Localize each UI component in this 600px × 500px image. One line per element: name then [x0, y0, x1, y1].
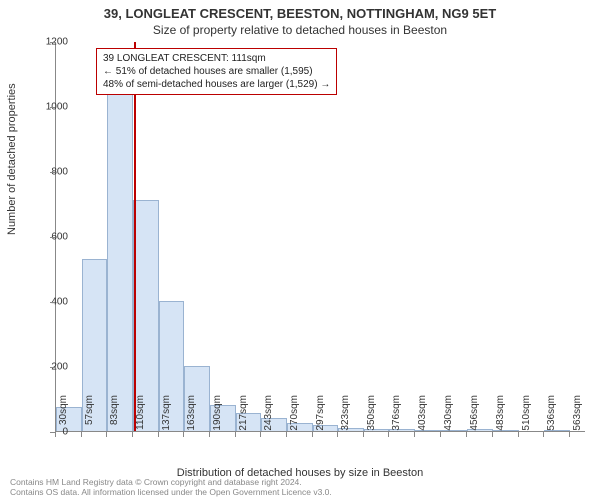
- y-tick-label: 1200: [28, 37, 68, 48]
- x-tick-label: 270sqm: [289, 395, 300, 435]
- x-tick-label: 376sqm: [391, 395, 402, 435]
- y-tick-mark: [50, 367, 55, 368]
- y-tick-mark: [50, 42, 55, 43]
- footer-line-2: Contains OS data. All information licens…: [10, 488, 332, 498]
- x-tick-label: 403sqm: [417, 395, 428, 435]
- y-tick-mark: [50, 237, 55, 238]
- x-tick-label: 30sqm: [58, 395, 69, 435]
- x-tick-mark: [466, 432, 467, 437]
- x-tick-label: 297sqm: [315, 395, 326, 435]
- y-tick-label: 800: [28, 167, 68, 178]
- x-tick-mark: [312, 432, 313, 437]
- x-tick-mark: [518, 432, 519, 437]
- annotation-line: 39 LONGLEAT CRESCENT: 111sqm: [103, 52, 330, 65]
- y-tick-mark: [50, 172, 55, 173]
- x-tick-mark: [337, 432, 338, 437]
- x-tick-mark: [235, 432, 236, 437]
- x-tick-mark: [209, 432, 210, 437]
- x-tick-label: 163sqm: [186, 395, 197, 435]
- title-main: 39, LONGLEAT CRESCENT, BEESTON, NOTTINGH…: [0, 0, 600, 21]
- x-tick-label: 217sqm: [238, 395, 249, 435]
- y-tick-label: 200: [28, 362, 68, 373]
- x-tick-label: 243sqm: [263, 395, 274, 435]
- x-tick-label: 536sqm: [546, 395, 557, 435]
- x-tick-label: 456sqm: [469, 395, 480, 435]
- x-tick-mark: [414, 432, 415, 437]
- x-tick-mark: [388, 432, 389, 437]
- x-tick-label: 483sqm: [495, 395, 506, 435]
- x-tick-label: 563sqm: [572, 395, 583, 435]
- x-tick-label: 137sqm: [161, 395, 172, 435]
- x-tick-mark: [286, 432, 287, 437]
- x-tick-mark: [55, 432, 56, 437]
- x-tick-mark: [132, 432, 133, 437]
- chart-area: 39 LONGLEAT CRESCENT: 111sqm← 51% of det…: [55, 42, 585, 432]
- x-tick-mark: [492, 432, 493, 437]
- y-tick-label: 400: [28, 297, 68, 308]
- annotation-line: ← 51% of detached houses are smaller (1,…: [103, 65, 330, 78]
- x-tick-mark: [158, 432, 159, 437]
- x-tick-label: 83sqm: [109, 395, 120, 435]
- x-tick-label: 350sqm: [366, 395, 377, 435]
- y-tick-mark: [50, 302, 55, 303]
- x-tick-mark: [183, 432, 184, 437]
- x-tick-mark: [81, 432, 82, 437]
- y-tick-label: 1000: [28, 102, 68, 113]
- x-tick-mark: [260, 432, 261, 437]
- plot-area: 39 LONGLEAT CRESCENT: 111sqm← 51% of det…: [55, 42, 585, 432]
- title-sub: Size of property relative to detached ho…: [0, 21, 600, 41]
- x-tick-mark: [543, 432, 544, 437]
- x-tick-mark: [440, 432, 441, 437]
- annotation-line: 48% of semi-detached houses are larger (…: [103, 78, 330, 91]
- histogram-bar: [107, 87, 133, 432]
- annotation-box: 39 LONGLEAT CRESCENT: 111sqm← 51% of det…: [96, 48, 337, 95]
- footer-attribution: Contains HM Land Registry data © Crown c…: [10, 478, 332, 498]
- y-axis-label: Number of detached properties: [6, 83, 18, 235]
- x-tick-label: 323sqm: [340, 395, 351, 435]
- x-tick-mark: [569, 432, 570, 437]
- x-tick-label: 510sqm: [521, 395, 532, 435]
- x-tick-label: 110sqm: [135, 395, 146, 435]
- y-tick-mark: [50, 107, 55, 108]
- x-tick-label: 190sqm: [212, 395, 223, 435]
- x-tick-label: 430sqm: [443, 395, 454, 435]
- marker-line: [134, 42, 136, 431]
- x-tick-mark: [106, 432, 107, 437]
- x-tick-label: 57sqm: [84, 395, 95, 435]
- y-tick-label: 600: [28, 232, 68, 243]
- x-tick-mark: [363, 432, 364, 437]
